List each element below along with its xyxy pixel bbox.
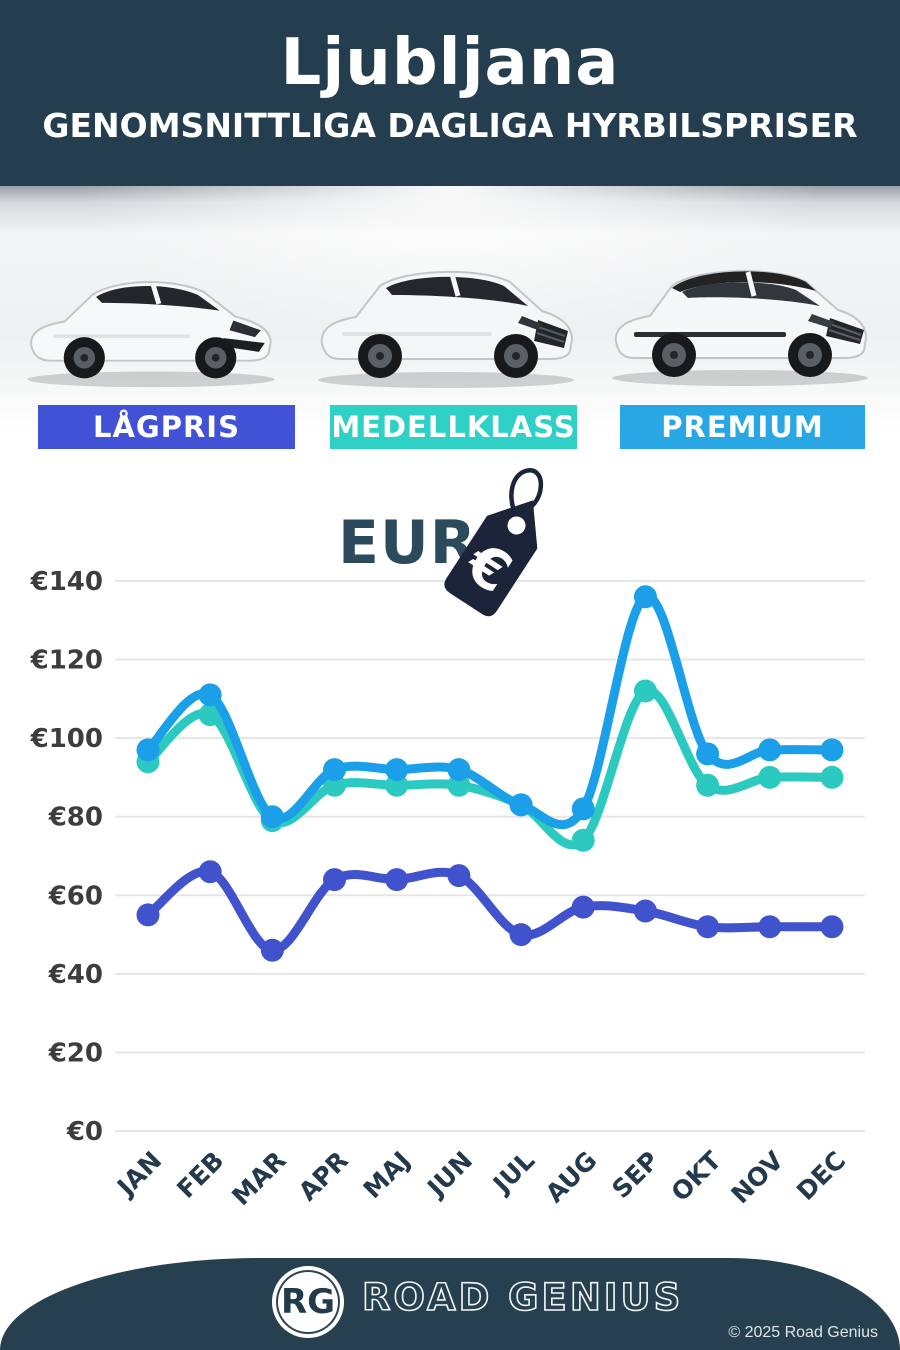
- page-title: Ljubljana: [280, 26, 620, 100]
- svg-text:JUL: JUL: [486, 1146, 540, 1200]
- svg-text:€80: €80: [48, 803, 103, 833]
- svg-text:APR: APR: [293, 1146, 354, 1207]
- economy-car-image: [27, 281, 275, 388]
- price-tag-icon: €: [444, 467, 544, 617]
- header: Ljubljana GENOMSNITTLIGA DAGLIGA HYRBILS…: [0, 0, 900, 186]
- svg-text:€100: €100: [30, 724, 103, 754]
- svg-text:€140: €140: [30, 567, 103, 597]
- road-genius-logo: RG: [272, 1266, 344, 1338]
- svg-text:€60: €60: [48, 881, 103, 911]
- svg-text:MAR: MAR: [226, 1146, 291, 1211]
- logo-initials: RG: [280, 1282, 336, 1322]
- svg-text:DEC: DEC: [791, 1146, 851, 1206]
- svg-text:SEP: SEP: [606, 1146, 664, 1204]
- tier-label-budget: LÅGPRIS: [38, 405, 295, 449]
- svg-text:€120: €120: [30, 646, 103, 676]
- midsize-car-image: [318, 270, 574, 388]
- tier-label-premium: PREMIUM: [620, 405, 865, 449]
- page-subtitle: GENOMSNITTLIGA DAGLIGA HYRBILSPRISER: [42, 106, 858, 145]
- premium-car-image: [612, 270, 868, 386]
- brand-name: ROAD GENIUS: [361, 1275, 684, 1320]
- svg-text:JUN: JUN: [420, 1146, 478, 1204]
- svg-text:JAN: JAN: [110, 1146, 167, 1203]
- svg-text:FEB: FEB: [171, 1146, 229, 1204]
- tier-label-midsize: MEDELLKLASS: [330, 405, 577, 449]
- svg-text:NOV: NOV: [726, 1145, 790, 1209]
- svg-text:AUG: AUG: [540, 1146, 603, 1209]
- footer: RG ROAD GENIUS © 2025 Road Genius: [0, 1258, 900, 1350]
- copyright-text: © 2025 Road Genius: [728, 1324, 878, 1341]
- currency-label: EUR: [338, 508, 477, 578]
- svg-text:€40: €40: [48, 960, 103, 990]
- svg-text:€0: €0: [66, 1117, 103, 1147]
- svg-text:€20: €20: [48, 1038, 103, 1068]
- svg-text:OKT: OKT: [666, 1146, 727, 1207]
- svg-text:MAJ: MAJ: [358, 1146, 416, 1204]
